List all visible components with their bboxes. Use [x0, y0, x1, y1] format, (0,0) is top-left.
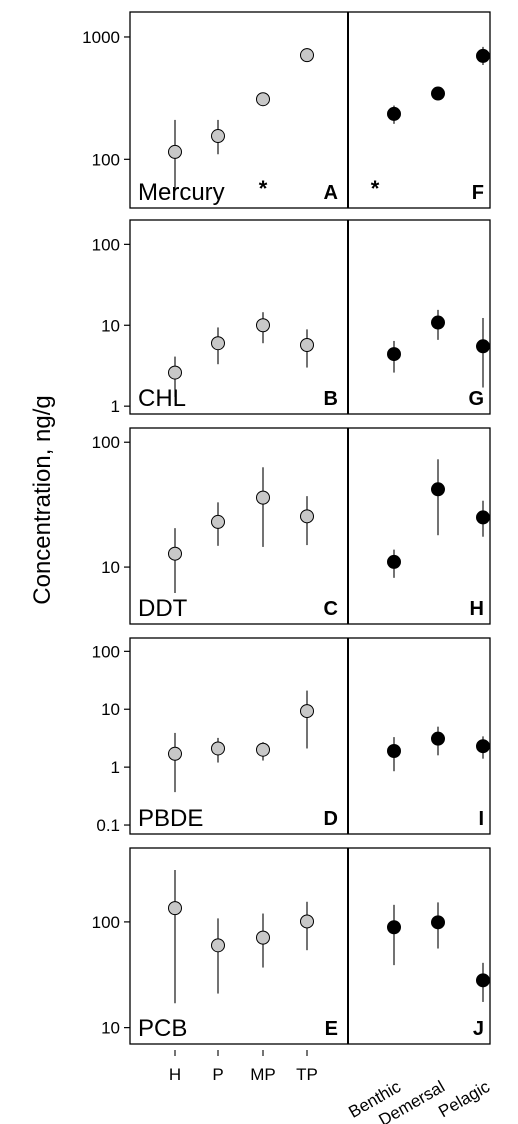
panel-chl: 1 10 100 CHL B G: [92, 219, 491, 416]
data-point-left: [168, 746, 182, 761]
x-category-label: TP: [296, 1065, 318, 1084]
panel-label: DDT: [138, 595, 188, 622]
data-point-left: [168, 546, 182, 561]
panel-label: Mercury: [138, 179, 225, 206]
panel-pcb: 10 100 PCB E J: [92, 847, 491, 1045]
data-point-right: [431, 482, 445, 497]
y-tick-label: 10: [101, 700, 120, 719]
data-point-right: [387, 743, 401, 758]
data-point-left: [300, 48, 314, 63]
data-point-right: [476, 339, 490, 354]
panel-label: PCB: [138, 1015, 187, 1042]
data-point-left: [211, 129, 225, 144]
y-tick-label: 100: [92, 433, 120, 452]
data-point-left: [256, 490, 270, 505]
data-point-right: [431, 315, 445, 330]
data-point-left: [168, 144, 182, 159]
data-point-left: [256, 318, 270, 333]
panel-pbde: 0.1 1 10 100 PBDE D I: [92, 637, 491, 835]
data-point-right: [387, 554, 401, 569]
panel-letter-left: C: [324, 598, 338, 620]
y-tick-label: 1: [111, 397, 120, 416]
data-point-right: [387, 106, 401, 121]
data-point-left: [256, 930, 270, 945]
panel-frame: [129, 637, 491, 835]
data-point-left: [211, 336, 225, 351]
panel-frame: [129, 847, 491, 1045]
data-point-right: [476, 510, 490, 525]
panel-letter-left: D: [324, 808, 338, 830]
panel-frame: [129, 219, 491, 415]
panel-letter-right: I: [478, 808, 484, 830]
panel-mercury: 100 1000 Mercury A F * *: [82, 11, 491, 209]
panel-letter-left: A: [324, 182, 338, 204]
x-category-label: H: [169, 1065, 181, 1084]
y-tick-label: 10: [101, 558, 120, 577]
significance-marker: *: [371, 176, 380, 201]
y-tick-label: 10: [101, 1019, 120, 1038]
data-point-left: [211, 741, 225, 756]
panel-ddt: 10 100 DDT C H: [92, 427, 491, 625]
data-point-right: [431, 915, 445, 930]
panel-letter-left: E: [325, 1018, 338, 1040]
panel-letter-right: F: [472, 182, 484, 204]
y-tick-label: 1: [111, 758, 120, 777]
x-category-label: Pelagic: [435, 1077, 493, 1122]
panel-letter-right: G: [468, 388, 484, 410]
y-tick-label: 1000: [82, 28, 120, 47]
x-category-label: MP: [250, 1065, 276, 1084]
data-point-left: [300, 914, 314, 929]
panel-letter-right: H: [470, 598, 484, 620]
y-axis-label: Concentration, ng/g: [29, 395, 56, 604]
data-point-right: [476, 739, 490, 754]
y-tick-label: 100: [92, 235, 120, 254]
y-tick-label: 0.1: [96, 816, 120, 835]
data-point-left: [300, 338, 314, 353]
significance-marker: *: [259, 176, 268, 201]
data-point-left: [300, 704, 314, 719]
panel-frame: [129, 11, 491, 209]
data-point-left: [168, 365, 182, 380]
data-point-right: [476, 48, 490, 63]
data-point-left: [211, 514, 225, 529]
data-point-right: [387, 347, 401, 362]
data-point-right: [431, 86, 445, 101]
data-point-right: [476, 973, 490, 988]
panel-label: PBDE: [138, 805, 203, 832]
data-point-right: [431, 731, 445, 746]
data-point-left: [300, 509, 314, 524]
data-point-left: [211, 938, 225, 953]
y-tick-label: 100: [92, 150, 120, 169]
data-point-left: [256, 92, 270, 107]
panel-letter-left: B: [324, 388, 338, 410]
panel-letter-right: J: [473, 1018, 484, 1040]
y-tick-label: 10: [101, 316, 120, 335]
panel-frame: [129, 427, 491, 625]
panel-label: CHL: [138, 385, 186, 412]
data-point-left: [256, 742, 270, 757]
data-point-right: [387, 920, 401, 935]
y-tick-label: 100: [92, 913, 120, 932]
data-point-left: [168, 901, 182, 916]
x-category-label: P: [212, 1065, 223, 1084]
y-tick-label: 100: [92, 642, 120, 661]
